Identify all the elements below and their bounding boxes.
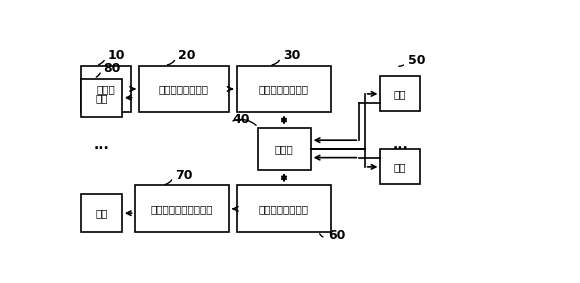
Bar bbox=[380, 149, 420, 184]
Bar bbox=[81, 79, 122, 117]
Text: 电脑: 电脑 bbox=[394, 89, 407, 99]
Bar bbox=[135, 185, 229, 232]
Text: 20: 20 bbox=[178, 49, 195, 62]
Text: 70: 70 bbox=[175, 169, 193, 182]
Text: ...: ... bbox=[94, 138, 110, 152]
Bar bbox=[380, 76, 420, 111]
Text: 交换机: 交换机 bbox=[275, 144, 293, 154]
Text: 50: 50 bbox=[408, 55, 425, 67]
Text: 电子管耳机放大分配器: 电子管耳机放大分配器 bbox=[150, 204, 213, 214]
Text: 电脑: 电脑 bbox=[394, 162, 407, 172]
Bar bbox=[237, 185, 331, 232]
Text: 10: 10 bbox=[107, 49, 125, 62]
Text: ...: ... bbox=[392, 138, 408, 152]
Text: 第一网络传输模块: 第一网络传输模块 bbox=[259, 84, 309, 94]
Bar bbox=[81, 66, 131, 112]
Bar bbox=[258, 128, 311, 170]
Text: 麦克风: 麦克风 bbox=[97, 84, 115, 94]
Text: 60: 60 bbox=[328, 229, 345, 242]
Text: 耳机: 耳机 bbox=[96, 93, 108, 103]
Text: 80: 80 bbox=[103, 62, 121, 75]
Bar bbox=[139, 66, 229, 112]
Text: 电子管话筒放大器: 电子管话筒放大器 bbox=[159, 84, 209, 94]
Text: 30: 30 bbox=[283, 49, 300, 62]
Text: 第二网络传输模块: 第二网络传输模块 bbox=[259, 204, 309, 214]
Bar bbox=[237, 66, 331, 112]
Text: 40: 40 bbox=[233, 113, 250, 126]
Bar bbox=[81, 194, 122, 232]
Text: 耳机: 耳机 bbox=[96, 208, 108, 218]
